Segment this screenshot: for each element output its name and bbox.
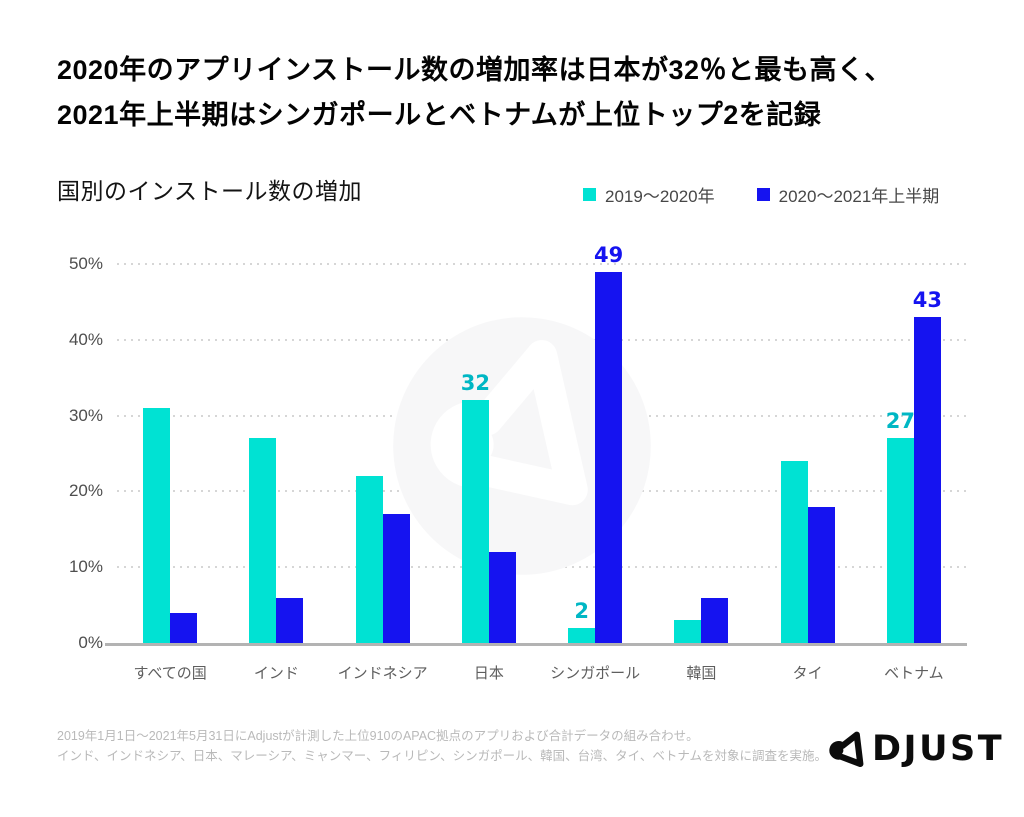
y-tick-label: 20% <box>68 481 103 501</box>
bar-column <box>780 264 808 643</box>
x-tick-label: インドネシア <box>337 665 428 682</box>
bar-column <box>249 264 277 643</box>
bar-group <box>249 264 304 643</box>
bar <box>780 461 808 643</box>
title-line-1: 2020年のアプリインストール数の増加率は日本が32％と最も高く、 <box>57 55 893 85</box>
bar <box>886 438 914 643</box>
bar-group: 32 <box>460 264 516 643</box>
data-label: 32 <box>460 371 490 396</box>
x-tick-label: 日本 <box>473 665 504 682</box>
bar-column: 49 <box>594 243 623 643</box>
bar-column <box>488 264 516 643</box>
y-tick-label: 50% <box>68 254 103 273</box>
legend: 2019〜2020年 2020〜2021年上半期 <box>583 182 939 207</box>
bar-column: 32 <box>460 264 490 643</box>
bar-column <box>701 264 729 643</box>
legend-swatch-icon <box>583 188 596 201</box>
data-label: 43 <box>912 288 942 313</box>
x-tick-label: インド <box>253 665 299 682</box>
bar <box>249 438 277 643</box>
source-note-line-1: 2019年1月1日〜2021年5月31日にAdjustが計測した上位910のAP… <box>57 729 699 743</box>
y-tick-label: 40% <box>68 329 103 349</box>
bar <box>170 612 198 643</box>
bar <box>913 317 941 643</box>
bar <box>488 552 516 643</box>
x-tick-label: タイ <box>792 665 823 682</box>
bar-group: 2 49 <box>568 243 623 643</box>
bar <box>355 476 383 643</box>
source-note-line-2: インド、インドネシア、日本、マレーシア、ミャンマー、フィリピン、シンガポール、韓… <box>57 749 828 763</box>
bar <box>461 400 489 643</box>
bar-column <box>382 264 410 643</box>
page-title: 2020年のアプリインストール数の増加率は日本が32％と最も高く、 2021年上半… <box>57 48 977 138</box>
data-label: 49 <box>594 242 624 267</box>
gridline <box>117 263 967 265</box>
data-label: 2 <box>574 598 589 623</box>
bar-group <box>143 264 198 643</box>
x-tick-label: すべての国 <box>133 665 207 682</box>
y-tick-label: 0% <box>78 633 103 652</box>
bar <box>701 597 729 643</box>
bar <box>276 597 304 643</box>
bar-column <box>170 264 198 643</box>
legend-label: 2020〜2021年上半期 <box>778 187 940 206</box>
x-axis-line <box>105 643 967 646</box>
bar <box>382 514 410 643</box>
bar-column <box>355 264 383 643</box>
bar-group: 27 43 <box>885 264 942 643</box>
x-tick-label: 韓国 <box>686 665 717 682</box>
adjust-logo-a-icon <box>829 731 864 768</box>
legend-swatch-icon <box>756 188 770 201</box>
legend-item: 2020〜2021年上半期 <box>756 182 940 207</box>
adjust-logo: DJUST <box>827 729 1004 769</box>
bar <box>807 506 835 643</box>
bar-column: 27 <box>885 264 915 643</box>
bar-group <box>355 264 410 643</box>
y-tick-label: 30% <box>68 405 103 425</box>
adjust-logo-text: DJUST <box>872 729 1005 769</box>
bar-column <box>674 264 702 643</box>
x-tick-label: ベトナム <box>884 665 944 682</box>
legend-label: 2019〜2020年 <box>605 187 715 206</box>
bar <box>143 408 171 643</box>
x-tick-label: シンガポール <box>550 665 641 682</box>
bar-group <box>674 264 729 643</box>
chart-title: 国別のインストール数の増加 <box>57 178 363 204</box>
bar-column: 43 <box>912 264 942 643</box>
title-line-2: 2021年上半期はシンガポールとベトナムが上位トップ2を記録 <box>57 100 822 130</box>
y-tick-label: 10% <box>68 557 103 577</box>
data-label: 27 <box>885 409 915 434</box>
bar-column <box>807 264 835 643</box>
bar-column: 2 <box>568 264 596 643</box>
bar-column <box>143 264 171 643</box>
bar-group <box>780 264 835 643</box>
plot-area: 0% 10% 20% 30% 40% 50% すべての国 インド インドネシア 32 日本 2 49 シン… <box>69 243 967 682</box>
bar-column <box>276 264 304 643</box>
bar <box>568 627 596 643</box>
legend-item: 2019〜2020年 <box>583 182 715 207</box>
source-note: 2019年1月1日〜2021年5月31日にAdjustが計測した上位910のAP… <box>57 726 827 766</box>
bar <box>674 620 702 643</box>
bar <box>595 271 623 643</box>
